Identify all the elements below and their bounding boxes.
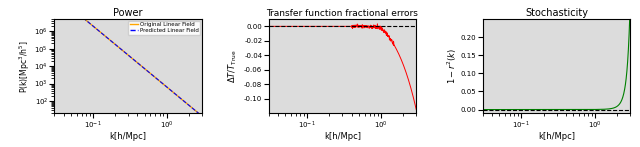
Predicted Linear Field xyxy=(178,98,186,100)
Title: Power: Power xyxy=(113,8,143,18)
Y-axis label: $1 - r^2(k)$: $1 - r^2(k)$ xyxy=(446,48,460,84)
X-axis label: k[h/Mpc]: k[h/Mpc] xyxy=(538,132,575,141)
Title: Stochasticity: Stochasticity xyxy=(525,8,588,18)
Predicted Linear Field xyxy=(136,64,144,66)
X-axis label: k[h/Mpc]: k[h/Mpc] xyxy=(109,132,147,141)
Original Linear Field xyxy=(136,64,144,66)
Original Linear Field xyxy=(198,115,206,117)
Original Linear Field xyxy=(163,86,170,88)
Predicted Linear Field xyxy=(198,115,206,117)
Predicted Linear Field xyxy=(145,71,152,73)
Original Linear Field xyxy=(145,71,152,73)
Y-axis label: $\Delta T/T_{\rm True}$: $\Delta T/T_{\rm True}$ xyxy=(227,49,239,83)
Y-axis label: P(k)[Mpc$^3$/h$^5$]: P(k)[Mpc$^3$/h$^5$] xyxy=(17,40,31,92)
Original Linear Field xyxy=(140,67,148,69)
Original Linear Field xyxy=(178,98,186,100)
Title: Transfer function fractional errors: Transfer function fractional errors xyxy=(266,9,419,18)
Line: Predicted Linear Field: Predicted Linear Field xyxy=(54,0,202,116)
Original Linear Field xyxy=(60,1,67,2)
Predicted Linear Field xyxy=(163,86,170,88)
Predicted Linear Field xyxy=(60,1,67,2)
Predicted Linear Field xyxy=(140,67,148,69)
Line: Original Linear Field: Original Linear Field xyxy=(54,0,202,116)
X-axis label: k[h/Mpc]: k[h/Mpc] xyxy=(324,132,361,141)
Legend: Original Linear Field, Predicted Linear Field: Original Linear Field, Predicted Linear … xyxy=(128,21,200,35)
